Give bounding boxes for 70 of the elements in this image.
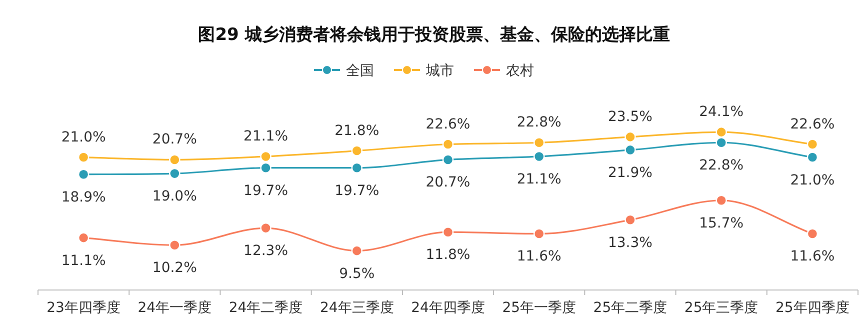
x-tick-label: 24年一季度 [138,300,212,316]
point [78,152,90,163]
data-label: 24.1% [699,104,744,120]
point [534,137,545,148]
x-tick-label: 25年三季度 [684,300,758,316]
data-label: 21.9% [608,164,652,181]
point [78,168,90,180]
data-label: 21.0% [790,172,835,188]
data-label: 10.2% [152,260,197,276]
point [534,150,545,162]
data-label: 21.1% [516,171,562,188]
x-tick-label: 24年四季度 [411,300,485,316]
point [716,126,727,138]
data-label: 21.0% [61,129,106,146]
x-tick-label: 23年四季度 [46,300,120,316]
point [169,168,180,180]
point [169,154,180,166]
point [442,154,454,166]
legend-item: 农村 [474,63,534,79]
point [442,226,454,238]
legend-label: 城市 [425,63,454,79]
data-label: 11.6% [516,248,562,265]
point [624,131,636,143]
point [806,152,818,163]
data-label: 22.8% [516,114,562,131]
point [78,232,90,244]
title: 图29 城乡消费者将余钱用于投资股票、基金、保险的选择比重 [198,25,670,45]
x-tick-label: 25年四季度 [776,300,850,316]
data-label: 11.6% [790,248,835,265]
data-label: 22.6% [426,116,470,132]
data-label: 15.7% [699,215,744,232]
data-label: 23.5% [608,108,652,125]
x-tick-label: 25年一季度 [502,300,576,316]
data-label: 11.1% [61,252,106,269]
point [351,162,362,174]
point [260,150,272,162]
data-label: 13.3% [608,234,652,251]
legend-item: 全国 [314,63,374,79]
x-tick-label: 24年三季度 [320,300,394,316]
legend-label: 全国 [346,63,374,79]
point [260,162,272,174]
x-tick-label: 24年二季度 [228,300,303,316]
legend-item: 城市 [394,63,454,79]
point [716,137,727,148]
data-label: 20.7% [152,132,197,148]
point [806,138,818,150]
data-label: 18.9% [61,189,106,206]
data-label: 20.7% [426,174,470,191]
point [624,144,636,156]
data-label: 22.8% [699,158,744,174]
data-label: 19.0% [152,188,197,205]
point [624,214,636,226]
data-label: 11.8% [426,247,470,264]
x-tick-label: 25年二季度 [593,300,668,316]
point [260,222,272,234]
point [442,138,454,150]
data-label: 9.5% [339,266,375,282]
data-label: 21.8% [334,122,380,139]
data-label: 19.7% [244,182,288,199]
point [806,228,818,240]
point [716,194,727,206]
point [169,240,180,251]
point [351,245,362,256]
data-label: 19.7% [334,182,380,199]
legend-label: 农村 [506,63,534,79]
data-label: 12.3% [244,243,288,260]
data-label: 21.1% [244,128,288,144]
data-label: 22.6% [790,116,835,132]
point [351,145,362,156]
point [534,228,545,240]
